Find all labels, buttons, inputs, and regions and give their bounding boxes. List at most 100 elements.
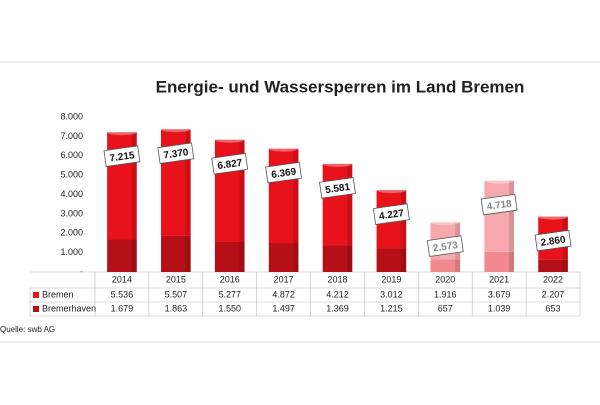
total-box [319, 177, 356, 199]
bar-top [430, 219, 461, 226]
bar-segment [322, 163, 353, 246]
bar-shade [508, 180, 514, 252]
x-tick-label: 2020 [435, 274, 455, 284]
bar-shade [347, 163, 353, 246]
x-tick-label: 2021 [489, 274, 509, 284]
total-label-box: 2.860 [534, 229, 572, 252]
bar-shade [131, 132, 137, 240]
x-tick-label: 2016 [220, 274, 240, 284]
total-label: 5.581 [324, 182, 351, 196]
bar-segment [430, 259, 461, 272]
table-value: 5.507 [165, 289, 188, 299]
x-tick-label: 2018 [327, 274, 347, 284]
table-value: 5.536 [111, 289, 134, 299]
bar-top [484, 177, 514, 184]
bar-top [214, 136, 245, 143]
bar-top [107, 129, 137, 136]
y-tick-label: 5.000 [60, 170, 83, 180]
total-box [372, 203, 410, 225]
y-tick-label: - [80, 266, 83, 276]
table-value: 2.207 [542, 289, 565, 299]
total-label: 7.370 [163, 147, 190, 161]
bar-top [268, 145, 299, 152]
total-box [265, 161, 303, 184]
bar-top [538, 213, 568, 220]
total-label-box: 6.369 [265, 161, 303, 184]
total-label: 2.573 [432, 240, 459, 254]
bar-segment [322, 245, 353, 272]
x-tick-label: 2019 [381, 274, 401, 284]
y-tick-label: 1.000 [60, 247, 83, 257]
y-tick-label: 7.000 [60, 131, 83, 141]
y-tick-label: 2.000 [60, 228, 83, 238]
total-box [534, 229, 572, 252]
bar-segment [376, 248, 407, 272]
total-label-box: 4.227 [372, 203, 410, 225]
y-tick-label: 6.000 [60, 150, 83, 160]
legend-label: Bremen [42, 289, 74, 299]
y-tick-label: 8.000 [60, 111, 83, 121]
y-tick-label: 3.000 [60, 208, 83, 218]
x-tick-label: 2014 [112, 274, 132, 284]
table-value: 1.679 [111, 303, 134, 313]
source: Quelle: swb AG [0, 325, 55, 334]
table-value: 657 [438, 303, 453, 313]
total-label-box: 6.827 [211, 152, 249, 175]
table-value: 4.872 [272, 289, 295, 299]
x-tick-label: 2015 [166, 274, 186, 284]
bar-segment [484, 180, 514, 252]
total-label-box: 4.718 [480, 193, 518, 216]
bar-segment [268, 242, 299, 272]
total-label-box: 7.370 [157, 142, 195, 164]
table-value: 3.012 [380, 289, 403, 299]
table-value: 4.212 [326, 289, 349, 299]
table-value: 3.679 [488, 289, 511, 299]
bar-shade [401, 248, 407, 272]
table-value: 1.916 [434, 289, 457, 299]
table-value: 653 [546, 303, 561, 313]
bar-shade [239, 139, 245, 242]
total-label: 4.227 [378, 208, 405, 222]
total-box [426, 235, 464, 257]
bar-shade [562, 259, 568, 272]
table-value: 1.863 [165, 303, 188, 313]
bar-top [161, 126, 191, 133]
total-label: 2.860 [540, 234, 567, 248]
total-label-box: 5.581 [319, 177, 356, 199]
bar-shade [185, 235, 191, 272]
bar-segment [484, 251, 514, 272]
total-box [157, 142, 195, 164]
total-label: 6.369 [271, 166, 298, 180]
bar-shade [508, 251, 514, 272]
total-label: 4.718 [486, 198, 513, 212]
legend-swatch [33, 306, 39, 312]
bar-shade [455, 259, 461, 272]
total-label-box: 2.573 [426, 235, 464, 257]
y-tick-label: 4.000 [60, 189, 83, 199]
bar-segment [538, 259, 568, 272]
bar-shade [347, 245, 353, 272]
total-box [480, 193, 518, 216]
x-tick-label: 2017 [274, 274, 294, 284]
bar-shade [239, 241, 245, 272]
bar-segment [161, 235, 191, 272]
total-label: 6.827 [217, 158, 244, 172]
total-label-box: 7.215 [103, 145, 141, 167]
bar-segment [107, 239, 137, 272]
total-label: 7.215 [109, 150, 136, 164]
bar-shade [293, 148, 299, 243]
bar-shade [293, 242, 299, 272]
legend-swatch [33, 292, 39, 298]
total-box [211, 152, 249, 175]
chart-title: Energie- und Wassersperren im Land Breme… [156, 77, 525, 96]
table-value: 1.497 [272, 303, 295, 313]
table-value: 1.215 [380, 303, 403, 313]
x-tick-label: 2022 [543, 274, 563, 284]
bar-shade [131, 239, 137, 272]
bar-top [322, 160, 353, 167]
table-value: 5.277 [218, 289, 241, 299]
table-value: 1.550 [218, 303, 241, 313]
total-box [103, 145, 141, 167]
